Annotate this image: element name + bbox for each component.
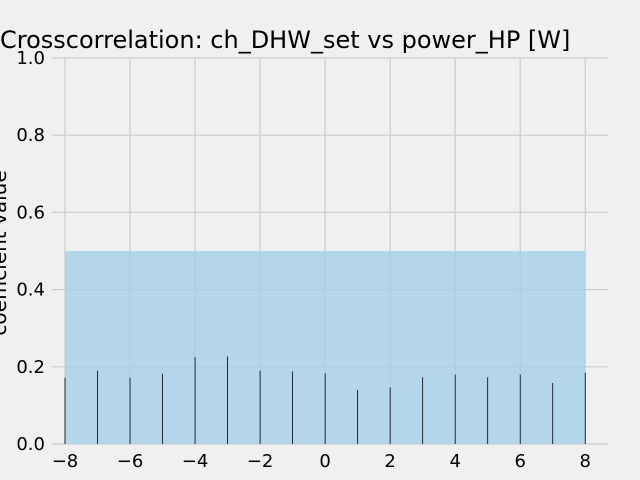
- y-tick-label: 0.4: [16, 280, 45, 301]
- x-tick-label: 8: [580, 451, 591, 472]
- x-tick-label: −4: [182, 451, 209, 472]
- y-tick-label: 0.8: [16, 125, 45, 146]
- y-tick-label: 1.0: [16, 48, 45, 69]
- x-tick-label: 2: [384, 451, 395, 472]
- x-tick-label: −2: [247, 451, 274, 472]
- x-tick-label: 4: [449, 451, 460, 472]
- x-tick-label: 0: [319, 451, 330, 472]
- stems: [64, 356, 586, 444]
- x-axis-label: lag: [315, 478, 346, 480]
- x-tick-label: −8: [52, 451, 79, 472]
- x-tick-label: 6: [514, 451, 525, 472]
- y-tick-label: 0.2: [16, 357, 45, 378]
- y-tick-label: 0.0: [16, 434, 45, 455]
- x-tick-labels: −8 −6 −4 −2 0 2 4 6 8: [52, 451, 591, 472]
- x-tick-label: −6: [117, 451, 144, 472]
- y-tick-label: 0.6: [16, 202, 45, 223]
- y-tick-labels: 0.0 0.2 0.4 0.6 0.8 1.0: [16, 48, 45, 455]
- y-axis-label: coefficient value: [0, 170, 11, 335]
- chart-title: Crosscorrelation: ch_DHW_set vs power_HP…: [0, 26, 570, 54]
